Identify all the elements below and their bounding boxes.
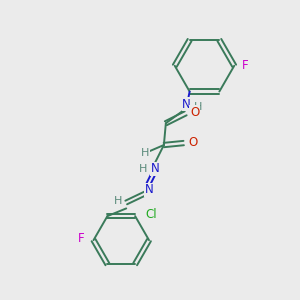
Text: H: H bbox=[139, 164, 147, 174]
Text: H: H bbox=[141, 148, 149, 158]
Text: F: F bbox=[242, 59, 248, 72]
Text: Cl: Cl bbox=[145, 208, 157, 220]
Text: F: F bbox=[78, 232, 85, 245]
Text: H: H bbox=[194, 102, 203, 112]
Text: N: N bbox=[151, 162, 159, 175]
Text: N: N bbox=[145, 183, 153, 196]
Text: H: H bbox=[114, 196, 122, 206]
Text: N: N bbox=[182, 98, 191, 111]
Text: O: O bbox=[188, 136, 197, 148]
Text: O: O bbox=[190, 106, 199, 119]
